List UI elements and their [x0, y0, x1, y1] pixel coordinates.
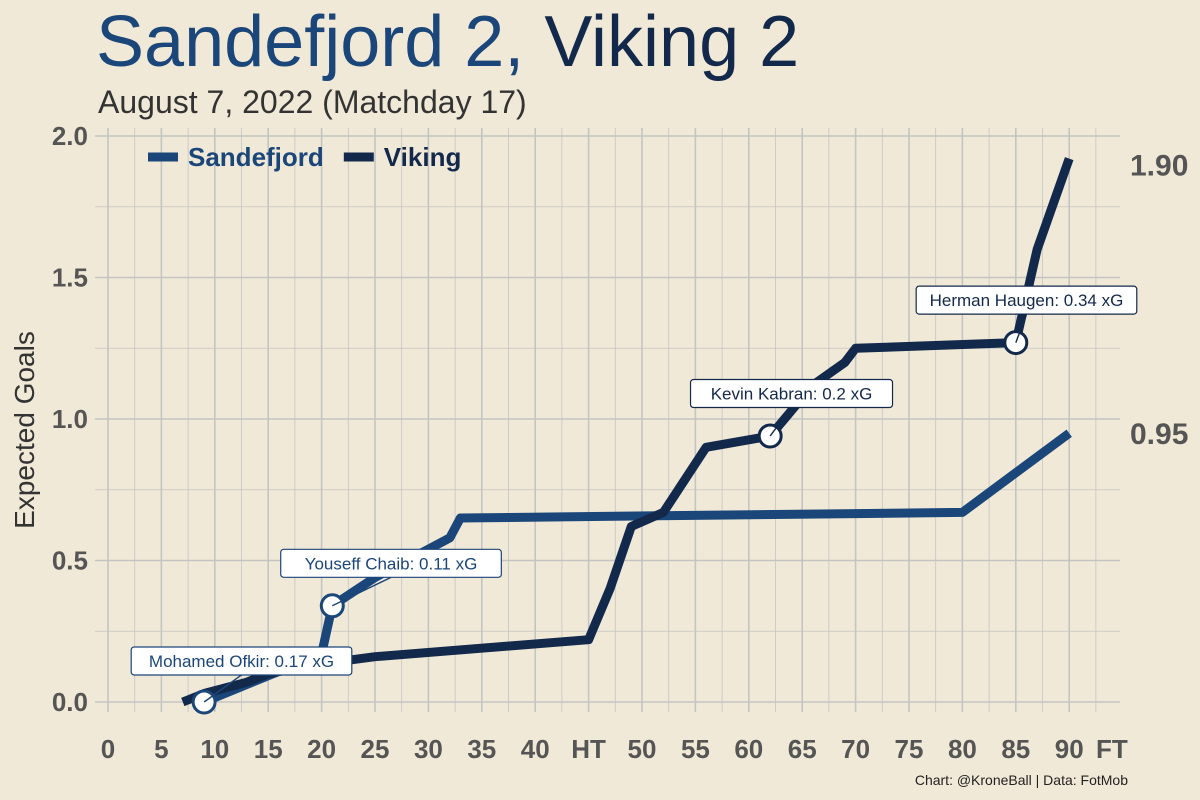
x-tick-label: 60: [734, 734, 763, 764]
annotations: Mohamed Ofkir: 0.17 xG Youseff Chaib: 0.1…: [130, 285, 1138, 703]
annotation-box: [280, 548, 502, 578]
series-line-viking: [181, 157, 1074, 707]
grid-minor: [95, 128, 1120, 712]
x-tick-label: 20: [307, 734, 336, 764]
x-tick-label: 50: [628, 734, 657, 764]
y-axis-ticks: 0.0 0.5 1.0 1.5 2.0: [52, 121, 88, 717]
final-values: 0.95 1.90: [1130, 149, 1188, 451]
y-tick-label: 1.5: [52, 263, 88, 293]
y-axis-label: Expected Goals: [9, 331, 40, 529]
x-tick-label: 35: [467, 734, 496, 764]
x-tick-label: 90: [1055, 734, 1084, 764]
x-tick-label: 65: [788, 734, 817, 764]
annotation-box: [915, 285, 1138, 315]
y-tick-label: 0.5: [52, 546, 88, 576]
legend-label-sandefjord: Sandefjord: [188, 142, 324, 172]
y-tick-label: 1.0: [52, 404, 88, 434]
x-tick-label: 55: [681, 734, 710, 764]
x-tick-label: FT: [1096, 734, 1128, 764]
annotation-leader: [1015, 313, 1028, 343]
chart-subtitle: August 7, 2022 (Matchday 17): [98, 84, 527, 120]
y-tick-label: 0.0: [52, 687, 88, 717]
y-tick-label: 2.0: [52, 121, 88, 151]
annotation-label: Herman Haugen: 0.34 xG: [930, 291, 1124, 310]
annotation-leader: [203, 674, 242, 703]
grid-major: [95, 128, 1120, 712]
x-tick-label: 70: [841, 734, 870, 764]
x-tick-label: 10: [200, 734, 229, 764]
legend-label-viking: Viking: [384, 142, 462, 172]
annotation-leader: [331, 576, 392, 607]
title-away: Viking 2: [544, 2, 800, 82]
x-tick-label: 5: [154, 734, 168, 764]
chart-title: Sandefjord 2, Viking 2: [96, 0, 799, 84]
annotation-label: Youseff Chaib: 0.11 xG: [305, 554, 478, 573]
annotation-label: Kevin Kabran: 0.2 xG: [711, 385, 873, 404]
x-tick-label: 15: [254, 734, 283, 764]
x-tick-label: 80: [948, 734, 977, 764]
x-tick-label: 40: [521, 734, 550, 764]
annotation-box: [130, 646, 353, 676]
x-tick-label: 25: [361, 734, 390, 764]
legend: Sandefjord Viking: [148, 142, 461, 172]
x-axis-ticks: 0 5 10 15 20 25 30 35 40 HT 50 55 60 65 70 75 80 85 90 FT: [101, 734, 1128, 764]
final-value-viking: 1.90: [1130, 149, 1188, 182]
caption: Chart: @KroneBall | Data: FotMob: [914, 772, 1128, 788]
title-home: Sandefjord 2,: [96, 2, 525, 82]
annotation-box: [689, 378, 894, 409]
x-tick-label: 85: [1001, 734, 1030, 764]
x-tick-label: 75: [895, 734, 924, 764]
x-tick-label: HT: [571, 734, 606, 764]
annotation-leader: [769, 407, 793, 437]
final-value-sandefjord: 0.95: [1130, 418, 1188, 451]
series-lines: [181, 157, 1074, 707]
x-tick-label: 0: [101, 734, 115, 764]
annotation-label: Mohamed Ofkir: 0.17 xG: [149, 652, 334, 671]
x-tick-label: 30: [414, 734, 443, 764]
